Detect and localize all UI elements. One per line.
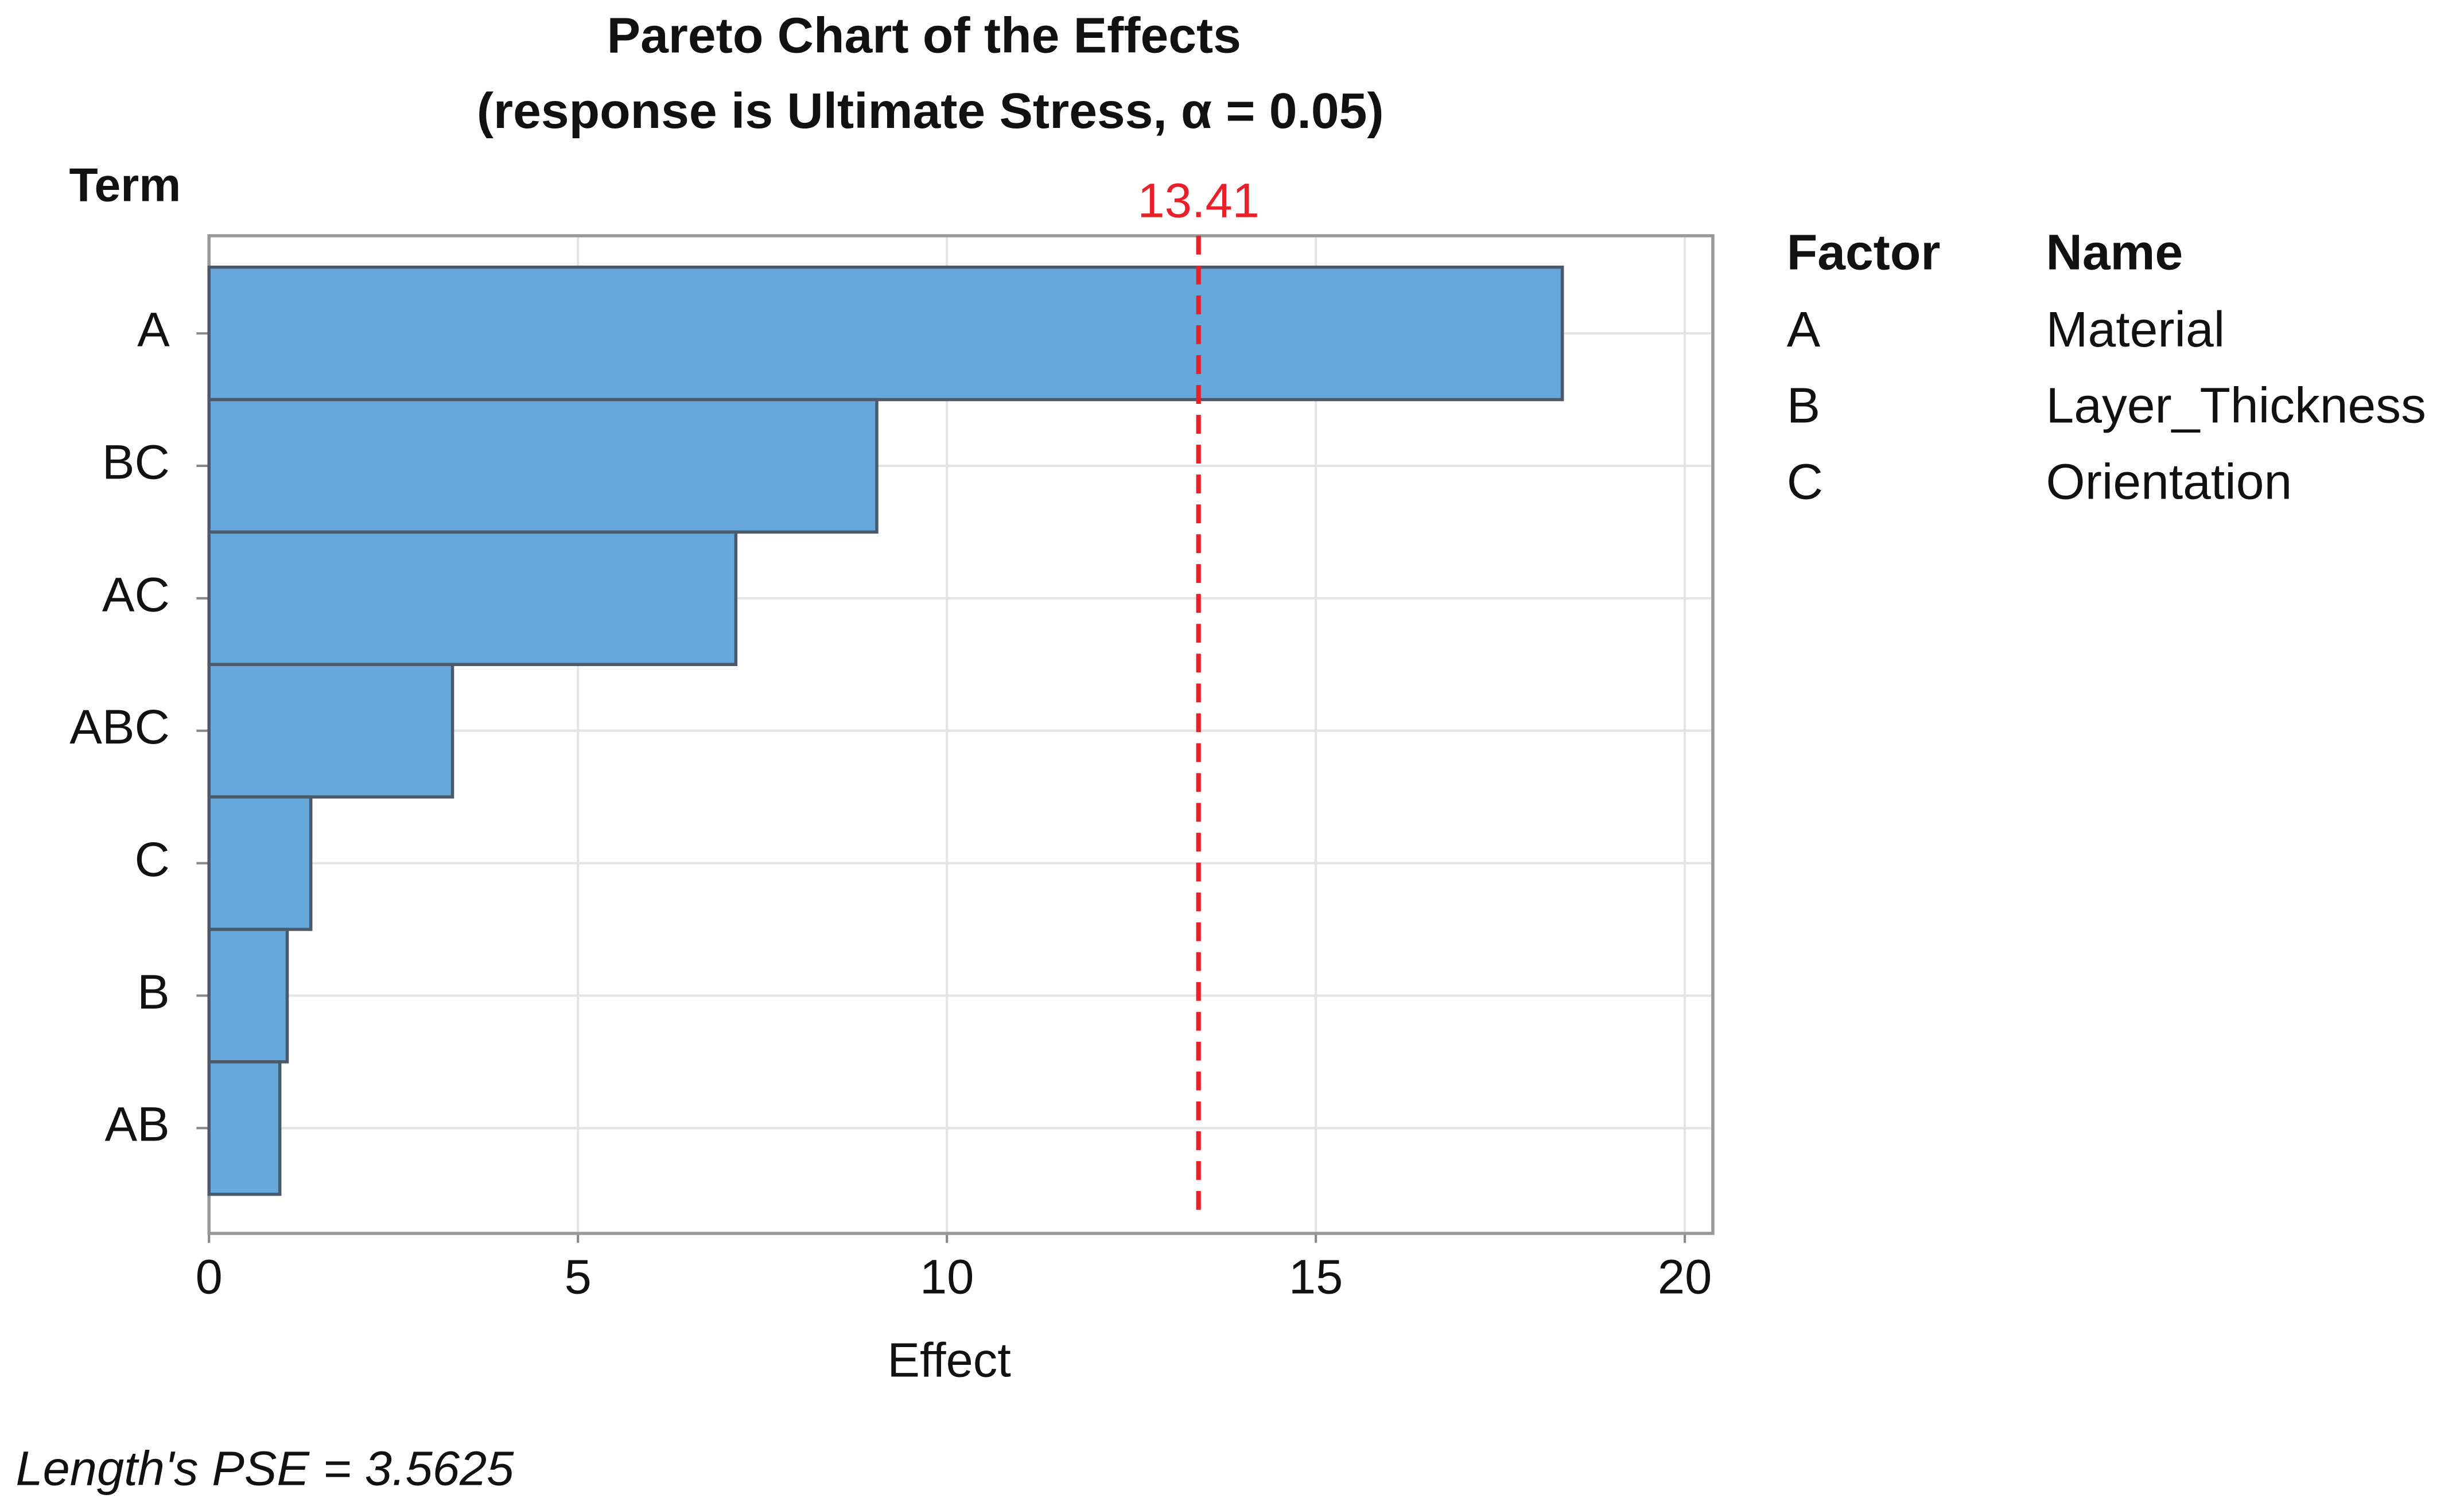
bar bbox=[207, 1060, 282, 1196]
x-tick-label: 10 bbox=[920, 1249, 974, 1303]
table-header: Factor bbox=[1787, 224, 1941, 281]
y-tick-label: BC bbox=[102, 434, 170, 489]
y-tick-label: AC bbox=[102, 567, 170, 621]
table-cell: B bbox=[1787, 378, 1820, 434]
y-axis-label: Term bbox=[69, 159, 181, 211]
x-tick-label: 15 bbox=[1289, 1249, 1343, 1303]
table-cell: A bbox=[1787, 301, 1821, 357]
table-cell: Layer_Thickness bbox=[2046, 378, 2426, 434]
table-cell: C bbox=[1787, 453, 1823, 509]
x-tick-label: 5 bbox=[565, 1249, 592, 1303]
bar bbox=[207, 265, 1564, 402]
bar bbox=[207, 795, 313, 931]
bar bbox=[207, 663, 454, 799]
footnote: Length's PSE = 3.5625 bbox=[15, 1441, 514, 1496]
table-header: Name bbox=[2046, 224, 2183, 281]
table-cell: Material bbox=[2046, 301, 2225, 357]
reference-label: 13.41 bbox=[1137, 173, 1259, 228]
bar bbox=[207, 530, 738, 666]
y-tick-label: AB bbox=[105, 1097, 170, 1151]
x-axis-label: Effect bbox=[887, 1333, 1011, 1387]
y-tick-label: ABC bbox=[69, 699, 170, 754]
table-cell: Orientation bbox=[2046, 453, 2292, 509]
y-tick-label: C bbox=[134, 832, 169, 886]
x-tick-label: 0 bbox=[196, 1249, 223, 1303]
y-tick-label: B bbox=[137, 964, 170, 1019]
x-tick-label: 20 bbox=[1658, 1249, 1712, 1303]
bar bbox=[207, 928, 289, 1064]
y-tick-label: A bbox=[137, 302, 170, 357]
chart-subtitle: (response is Ultimate Stress, α = 0.05) bbox=[477, 83, 1384, 139]
chart-title: Pareto Chart of the Effects bbox=[607, 7, 1241, 64]
bar bbox=[207, 398, 879, 534]
